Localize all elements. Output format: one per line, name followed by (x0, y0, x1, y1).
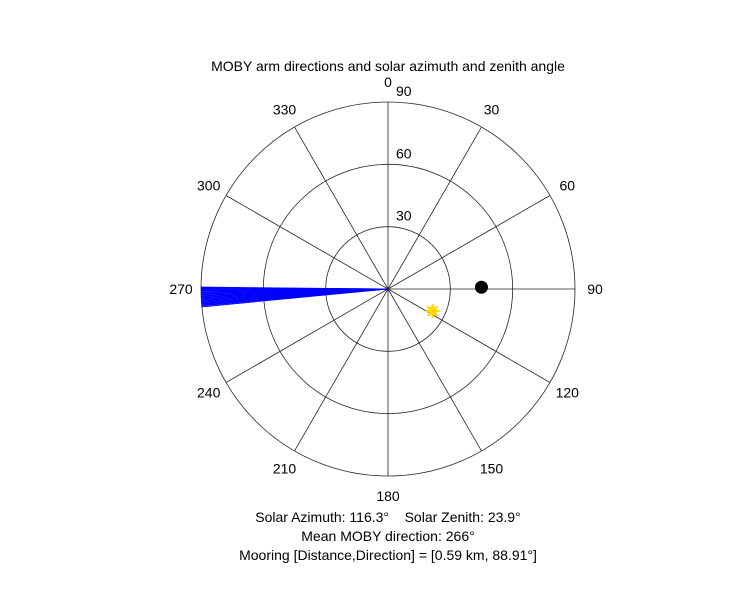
tick-labels: 0 30 60 90 120 150 180 210 240 270 300 330 30 60 90 (169, 74, 603, 504)
angle-tick-30: 30 (484, 102, 500, 118)
arm-direction-lines (200, 286, 389, 308)
spoke-300 (225, 195, 389, 290)
spoke-330 (294, 126, 389, 290)
angle-tick-270: 270 (169, 281, 193, 297)
arm-line-31 (201, 286, 389, 290)
angle-tick-60: 60 (560, 178, 576, 194)
radial-tick-30: 30 (396, 208, 412, 224)
sun-marker (425, 304, 440, 318)
spoke-240 (225, 288, 389, 383)
mooring-marker (474, 280, 488, 294)
angle-tick-300: 300 (197, 178, 221, 194)
spoke-210 (294, 288, 389, 452)
angle-tick-150: 150 (480, 460, 504, 476)
mooring-annotation: Mooring [Distance,Direction] = [0.59 km,… (239, 547, 537, 563)
spoke-30 (387, 126, 482, 290)
angle-tick-210: 210 (273, 460, 297, 476)
spoke-120 (387, 288, 551, 383)
mean-direction-annotation: Mean MOBY direction: 266° (301, 528, 474, 544)
angle-tick-90: 90 (587, 281, 603, 297)
angle-tick-180: 180 (376, 488, 400, 504)
radial-tick-90: 90 (396, 83, 412, 99)
spoke-60 (387, 195, 551, 290)
angle-tick-330: 330 (273, 102, 297, 118)
radial-tick-60: 60 (396, 145, 412, 161)
spoke-150 (387, 288, 482, 452)
angle-tick-120: 120 (556, 385, 580, 401)
chart-title: MOBY arm directions and solar azimuth an… (211, 58, 565, 74)
chart-markers (425, 280, 488, 318)
solar-annotation: Solar Azimuth: 116.3° Solar Zenith: 23.9… (255, 509, 520, 525)
angle-tick-240: 240 (197, 385, 221, 401)
angle-tick-0: 0 (384, 74, 392, 90)
